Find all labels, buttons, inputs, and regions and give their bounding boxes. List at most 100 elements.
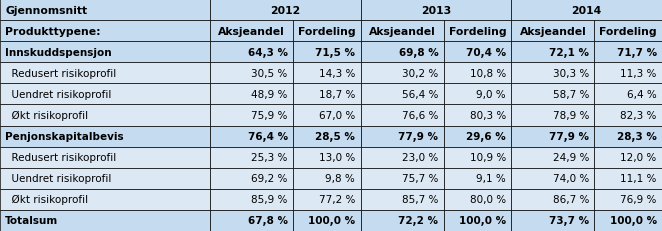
Text: 71,5 %: 71,5 % xyxy=(315,48,355,58)
Text: 82,3 %: 82,3 % xyxy=(620,110,657,121)
Text: 11,1 %: 11,1 % xyxy=(620,173,657,183)
Text: 76,6 %: 76,6 % xyxy=(402,110,438,121)
Text: 2014: 2014 xyxy=(571,6,602,15)
Text: 73,7 %: 73,7 % xyxy=(549,216,589,225)
Bar xyxy=(361,21,444,42)
Bar xyxy=(444,84,511,105)
Bar xyxy=(594,42,662,63)
Bar xyxy=(444,168,511,189)
Text: Fordeling: Fordeling xyxy=(298,27,355,36)
Bar xyxy=(0,42,210,63)
Text: 9,0 %: 9,0 % xyxy=(477,90,506,100)
Bar xyxy=(511,189,594,210)
Text: 9,1 %: 9,1 % xyxy=(476,173,506,183)
Bar xyxy=(594,147,662,168)
Text: Gjennomsnitt: Gjennomsnitt xyxy=(5,6,87,15)
Text: 100,0 %: 100,0 % xyxy=(459,216,506,225)
Bar xyxy=(511,0,662,21)
Text: Aksjeandel: Aksjeandel xyxy=(369,27,436,36)
Text: 18,7 %: 18,7 % xyxy=(319,90,355,100)
Text: 30,5 %: 30,5 % xyxy=(252,69,288,79)
Text: Økt risikoprofil: Økt risikoprofil xyxy=(5,195,89,205)
Bar xyxy=(444,63,511,84)
Bar xyxy=(361,126,444,147)
Text: Aksjeandel: Aksjeandel xyxy=(520,27,587,36)
Bar xyxy=(210,63,293,84)
Bar xyxy=(293,168,361,189)
Text: 71,7 %: 71,7 % xyxy=(616,48,657,58)
Text: 78,9 %: 78,9 % xyxy=(553,110,589,121)
Text: 74,0 %: 74,0 % xyxy=(553,173,589,183)
Bar xyxy=(361,189,444,210)
Bar xyxy=(210,105,293,126)
Bar xyxy=(361,84,444,105)
Bar xyxy=(0,210,210,231)
Bar xyxy=(594,210,662,231)
Bar xyxy=(210,168,293,189)
Text: 29,6 %: 29,6 % xyxy=(466,131,506,141)
Bar xyxy=(594,126,662,147)
Text: 72,1 %: 72,1 % xyxy=(549,48,589,58)
Bar xyxy=(361,105,444,126)
Bar xyxy=(511,168,594,189)
Text: 72,2 %: 72,2 % xyxy=(399,216,438,225)
Bar xyxy=(0,0,210,21)
Text: Produkttypene:: Produkttypene: xyxy=(5,27,101,36)
Text: 30,2 %: 30,2 % xyxy=(402,69,438,79)
Bar xyxy=(594,84,662,105)
Bar xyxy=(210,0,361,21)
Bar xyxy=(0,189,210,210)
Bar xyxy=(594,105,662,126)
Bar xyxy=(210,189,293,210)
Text: 100,0 %: 100,0 % xyxy=(610,216,657,225)
Text: 48,9 %: 48,9 % xyxy=(252,90,288,100)
Text: Uendret risikoprofil: Uendret risikoprofil xyxy=(5,173,112,183)
Text: 30,3 %: 30,3 % xyxy=(553,69,589,79)
Bar xyxy=(293,21,361,42)
Bar xyxy=(0,63,210,84)
Text: 2012: 2012 xyxy=(270,6,301,15)
Bar xyxy=(511,126,594,147)
Text: 58,7 %: 58,7 % xyxy=(553,90,589,100)
Text: Aksjeandel: Aksjeandel xyxy=(218,27,285,36)
Text: 64,3 %: 64,3 % xyxy=(248,48,288,58)
Text: 9,8 %: 9,8 % xyxy=(326,173,355,183)
Text: Totalsum: Totalsum xyxy=(5,216,58,225)
Bar xyxy=(293,126,361,147)
Bar xyxy=(361,168,444,189)
Bar xyxy=(444,147,511,168)
Text: 77,9 %: 77,9 % xyxy=(399,131,438,141)
Bar xyxy=(293,210,361,231)
Bar xyxy=(293,84,361,105)
Bar xyxy=(511,210,594,231)
Text: 77,9 %: 77,9 % xyxy=(549,131,589,141)
Bar xyxy=(511,105,594,126)
Bar xyxy=(210,126,293,147)
Text: 11,3 %: 11,3 % xyxy=(620,69,657,79)
Bar xyxy=(444,105,511,126)
Text: 86,7 %: 86,7 % xyxy=(553,195,589,204)
Bar xyxy=(293,42,361,63)
Text: Redusert risikoprofil: Redusert risikoprofil xyxy=(5,69,117,79)
Text: 10,8 %: 10,8 % xyxy=(470,69,506,79)
Bar xyxy=(210,147,293,168)
Text: 67,8 %: 67,8 % xyxy=(248,216,288,225)
Bar xyxy=(594,189,662,210)
Bar xyxy=(293,189,361,210)
Bar xyxy=(594,168,662,189)
Text: 67,0 %: 67,0 % xyxy=(319,110,355,121)
Bar xyxy=(594,21,662,42)
Bar xyxy=(361,0,511,21)
Text: Redusert risikoprofil: Redusert risikoprofil xyxy=(5,152,117,162)
Text: 69,8 %: 69,8 % xyxy=(399,48,438,58)
Bar xyxy=(444,126,511,147)
Bar xyxy=(0,84,210,105)
Text: Innskuddspensjon: Innskuddspensjon xyxy=(5,48,112,58)
Bar xyxy=(210,21,293,42)
Bar xyxy=(0,126,210,147)
Bar xyxy=(594,63,662,84)
Bar xyxy=(444,189,511,210)
Bar xyxy=(511,42,594,63)
Bar xyxy=(293,105,361,126)
Text: 56,4 %: 56,4 % xyxy=(402,90,438,100)
